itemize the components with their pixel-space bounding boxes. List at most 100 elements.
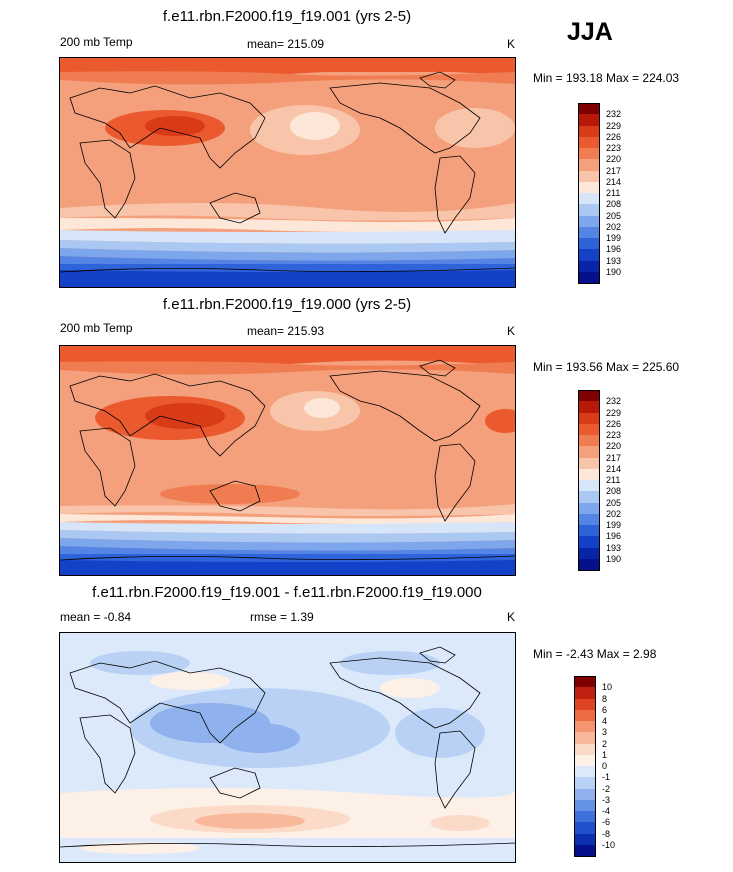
colorbar-tick-label: -8 bbox=[602, 828, 611, 839]
colorbar-swatch bbox=[578, 271, 600, 284]
colorbar-tick-label: 190 bbox=[606, 266, 622, 277]
colorbar-tick-label: 8 bbox=[602, 693, 608, 704]
colorbar-swatch bbox=[578, 204, 600, 216]
colorbar-tick-label: 211 bbox=[606, 475, 621, 485]
colorbar-swatch bbox=[578, 260, 600, 272]
colorbar-swatch bbox=[574, 833, 596, 845]
panel-2-title: f.e11.rbn.F2000.f19_f19.000 (yrs 2-5) bbox=[162, 296, 412, 313]
panel-3-map bbox=[59, 632, 516, 863]
colorbar-swatch bbox=[578, 249, 600, 261]
colorbar-tick-label: 0 bbox=[602, 761, 608, 771]
colorbar-tick-label: 232 bbox=[606, 396, 622, 407]
panel-3-units: K bbox=[507, 610, 516, 624]
colorbar-tick-label: -10 bbox=[602, 839, 616, 850]
panel-3-left-label: mean = -0.84 bbox=[60, 610, 132, 624]
colorbar-tick-label: -2 bbox=[602, 783, 611, 794]
panel-3-difference-field bbox=[60, 633, 515, 862]
panel-1-minmax: Min = 193.18 Max = 224.03 bbox=[533, 71, 680, 85]
panel-3-colorbar: 10 8 6 4 3 2 1 0 -1 -2 -3 -4 -6 -8 -10 bbox=[574, 676, 615, 857]
colorbar-swatch bbox=[578, 502, 600, 514]
colorbar-tick-label: -1 bbox=[602, 772, 611, 783]
colorbar-swatch bbox=[578, 215, 600, 227]
colorbar-swatch bbox=[578, 536, 600, 548]
colorbar-tick-label: 190 bbox=[606, 553, 622, 564]
colorbar-tick-label: 217 bbox=[606, 165, 622, 176]
colorbar-swatch bbox=[578, 480, 600, 492]
colorbar-swatch bbox=[578, 401, 600, 413]
colorbar-swatch bbox=[578, 159, 600, 171]
colorbar-tick-label: 202 bbox=[606, 508, 622, 519]
colorbar-swatch bbox=[578, 103, 600, 116]
colorbar-swatch bbox=[578, 181, 600, 193]
colorbar-swatch bbox=[578, 423, 600, 435]
colorbar-swatch bbox=[578, 491, 600, 503]
colorbar-swatch bbox=[578, 125, 600, 137]
colorbar-swatch bbox=[574, 799, 596, 811]
colorbar-tick-label: 202 bbox=[606, 221, 622, 232]
colorbar-tick-label: 193 bbox=[606, 255, 622, 266]
colorbar-tick-label: 193 bbox=[606, 542, 622, 553]
panel-3-minmax: Min = -2.43 Max = 2.98 bbox=[533, 647, 657, 661]
colorbar-swatch bbox=[578, 558, 600, 571]
colorbar-tick-label: 205 bbox=[606, 497, 622, 508]
colorbar-swatch bbox=[578, 547, 600, 559]
colorbar-swatch bbox=[578, 193, 600, 205]
colorbar-tick-label: 217 bbox=[606, 452, 622, 463]
colorbar-tick-label: 196 bbox=[606, 531, 622, 542]
season-label: JJA bbox=[567, 18, 613, 46]
colorbar-swatch bbox=[574, 721, 596, 733]
colorbar-tick-label: 223 bbox=[606, 143, 622, 153]
colorbar-swatch bbox=[574, 822, 596, 834]
colorbar-swatch bbox=[578, 238, 600, 250]
panel-1-temperature-field bbox=[60, 58, 515, 287]
colorbar-tick-label: 3 bbox=[602, 727, 608, 738]
colorbar-tick-label: 199 bbox=[606, 520, 622, 530]
colorbar-tick-label: 226 bbox=[606, 131, 622, 142]
colorbar-swatch bbox=[578, 513, 600, 525]
colorbar-tick-label: -4 bbox=[602, 806, 611, 816]
panel-2-temperature-field bbox=[60, 346, 515, 575]
panel-1-units: K bbox=[507, 37, 516, 51]
panel-2-minmax: Min = 193.56 Max = 225.60 bbox=[533, 360, 680, 374]
panel-3-center-label: rmse = 1.39 bbox=[250, 610, 314, 624]
colorbar-tick-label: 226 bbox=[606, 418, 622, 429]
colorbar-swatch bbox=[578, 148, 600, 160]
colorbar-swatch bbox=[578, 457, 600, 469]
colorbar-tick-label: 2 bbox=[602, 738, 608, 749]
colorbar-swatch bbox=[578, 435, 600, 447]
colorbar-swatch bbox=[578, 226, 600, 238]
colorbar-swatch bbox=[578, 136, 600, 148]
colorbar-swatch bbox=[574, 766, 596, 778]
colorbar-swatch bbox=[574, 676, 596, 689]
colorbar-swatch bbox=[578, 390, 600, 403]
colorbar-tick-label: 229 bbox=[606, 120, 622, 131]
colorbar-swatch bbox=[574, 709, 596, 721]
colorbar-swatch bbox=[574, 687, 596, 699]
panel-2-map bbox=[59, 345, 516, 576]
colorbar-swatch bbox=[578, 525, 600, 537]
colorbar-tick-label: 1 bbox=[602, 749, 608, 760]
colorbar-tick-label: -6 bbox=[602, 817, 611, 828]
colorbar-swatch bbox=[574, 777, 596, 789]
colorbar-tick-label: 6 bbox=[602, 704, 608, 715]
panel-1-title: f.e11.rbn.F2000.f19_f19.001 (yrs 2-5) bbox=[162, 8, 412, 25]
colorbar-tick-label: -3 bbox=[602, 794, 611, 805]
colorbar-swatch bbox=[578, 446, 600, 458]
panel-1-map bbox=[59, 57, 516, 288]
colorbar-swatch bbox=[574, 743, 596, 755]
colorbar-swatch bbox=[578, 114, 600, 126]
colorbar-tick-label: 214 bbox=[606, 463, 622, 474]
colorbar-tick-label: 211 bbox=[606, 188, 621, 198]
colorbar-tick-label: 205 bbox=[606, 210, 622, 221]
colorbar-swatch bbox=[574, 788, 596, 800]
colorbar-tick-label: 4 bbox=[602, 716, 608, 726]
colorbar-tick-label: 196 bbox=[606, 244, 622, 255]
colorbar-swatch bbox=[578, 412, 600, 424]
colorbar-tick-label: 10 bbox=[602, 682, 613, 693]
colorbar-swatch bbox=[574, 754, 596, 766]
colorbar-tick-label: 232 bbox=[606, 109, 622, 120]
colorbar-swatch bbox=[574, 732, 596, 744]
panel-1-colorbar: 232 229 226 223 220 217 214 211 208 205 202 199 196 1… bbox=[578, 103, 621, 284]
colorbar-tick-label: 214 bbox=[606, 176, 622, 187]
panel-1-center-label: mean= 215.09 bbox=[247, 37, 325, 51]
